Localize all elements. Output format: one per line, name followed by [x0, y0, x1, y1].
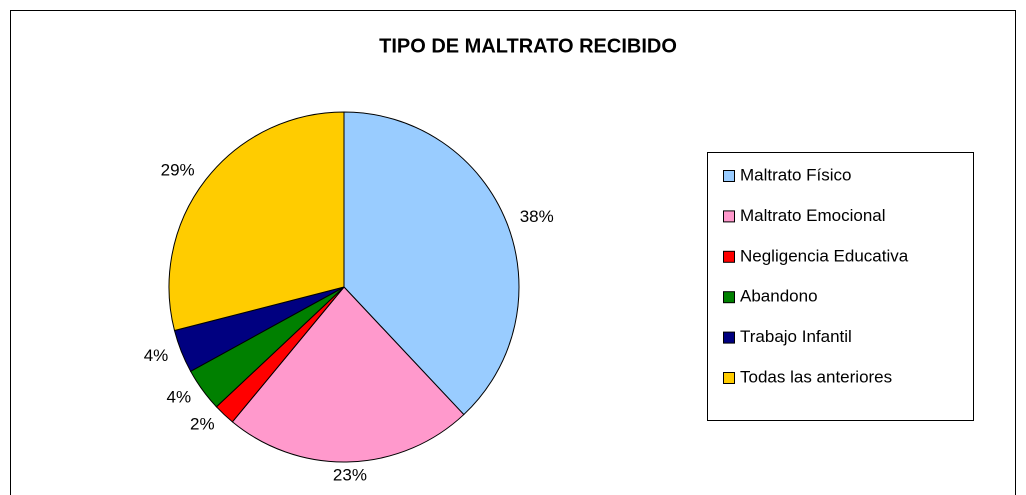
legend-swatch [723, 170, 735, 182]
legend-swatch [723, 331, 735, 344]
legend-label: Todas las anteriores [740, 367, 892, 386]
data-label: 38% [520, 207, 554, 226]
data-label: 4% [167, 388, 192, 407]
legend-swatch [723, 250, 735, 263]
pie-slice [231, 286, 465, 463]
legend-label: Maltrato Físico [740, 165, 851, 184]
chart-title: TIPO DE MALTRATO RECIBIDO [379, 35, 677, 57]
pie-slice [343, 111, 520, 416]
pie-slice [168, 111, 345, 332]
data-label: 29% [161, 161, 195, 180]
legend-swatch [723, 210, 735, 223]
legend-swatch [723, 291, 735, 304]
legend-label: Trabajo Infantil [740, 327, 852, 346]
legend-swatch [723, 372, 735, 384]
legend-label: Abandono [740, 287, 818, 306]
legend-label: Negligencia Educativa [740, 246, 909, 265]
data-label: 4% [144, 346, 169, 365]
legend-label: Maltrato Emocional [740, 206, 886, 225]
data-label: 2% [190, 414, 215, 433]
legend-box [707, 152, 974, 421]
data-label: 23% [333, 465, 367, 484]
